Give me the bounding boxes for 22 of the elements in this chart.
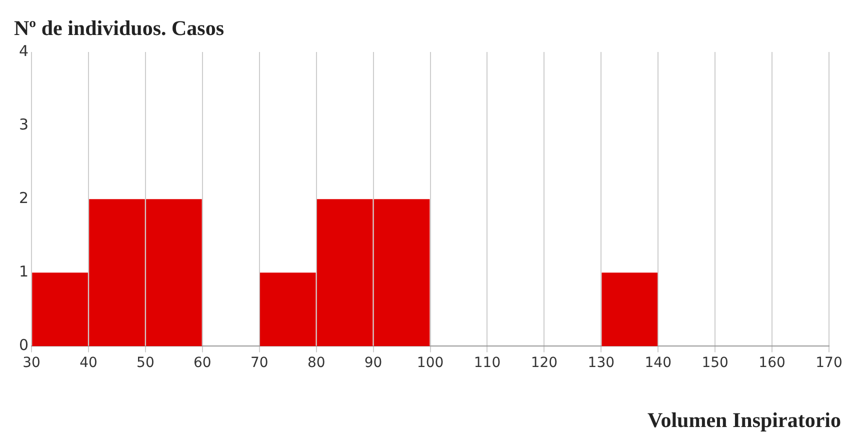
y-axis-title: Nº de individuos. Casos (14, 16, 224, 41)
x-tick-label: 80 (307, 355, 326, 372)
x-tick-label: 100 (416, 355, 444, 372)
x-tick-label: 150 (702, 355, 728, 372)
x-tick-label: 170 (816, 355, 842, 372)
x-tick-label: 70 (250, 355, 268, 372)
x-tick-label: 90 (364, 355, 382, 372)
x-tick-label: 130 (588, 355, 615, 372)
y-tick-label: 4 (18, 42, 29, 60)
x-tick-label: 110 (474, 355, 501, 372)
y-tick-label: 3 (18, 115, 29, 134)
x-tick-label: 160 (758, 355, 786, 372)
x-tick-label: 40 (80, 355, 98, 372)
y-tick-label: 0 (18, 336, 29, 354)
y-tick-label: 2 (18, 188, 29, 207)
x-tick-label: 140 (644, 355, 672, 372)
x-axis-title: Volumen Inspiratorio (647, 408, 841, 433)
x-tick-label: 30 (22, 355, 40, 372)
x-tick-label: 60 (194, 355, 212, 372)
y-tick-label: 1 (18, 262, 29, 281)
x-tick-label: 120 (530, 355, 558, 372)
x-tick-label: 50 (136, 355, 154, 372)
